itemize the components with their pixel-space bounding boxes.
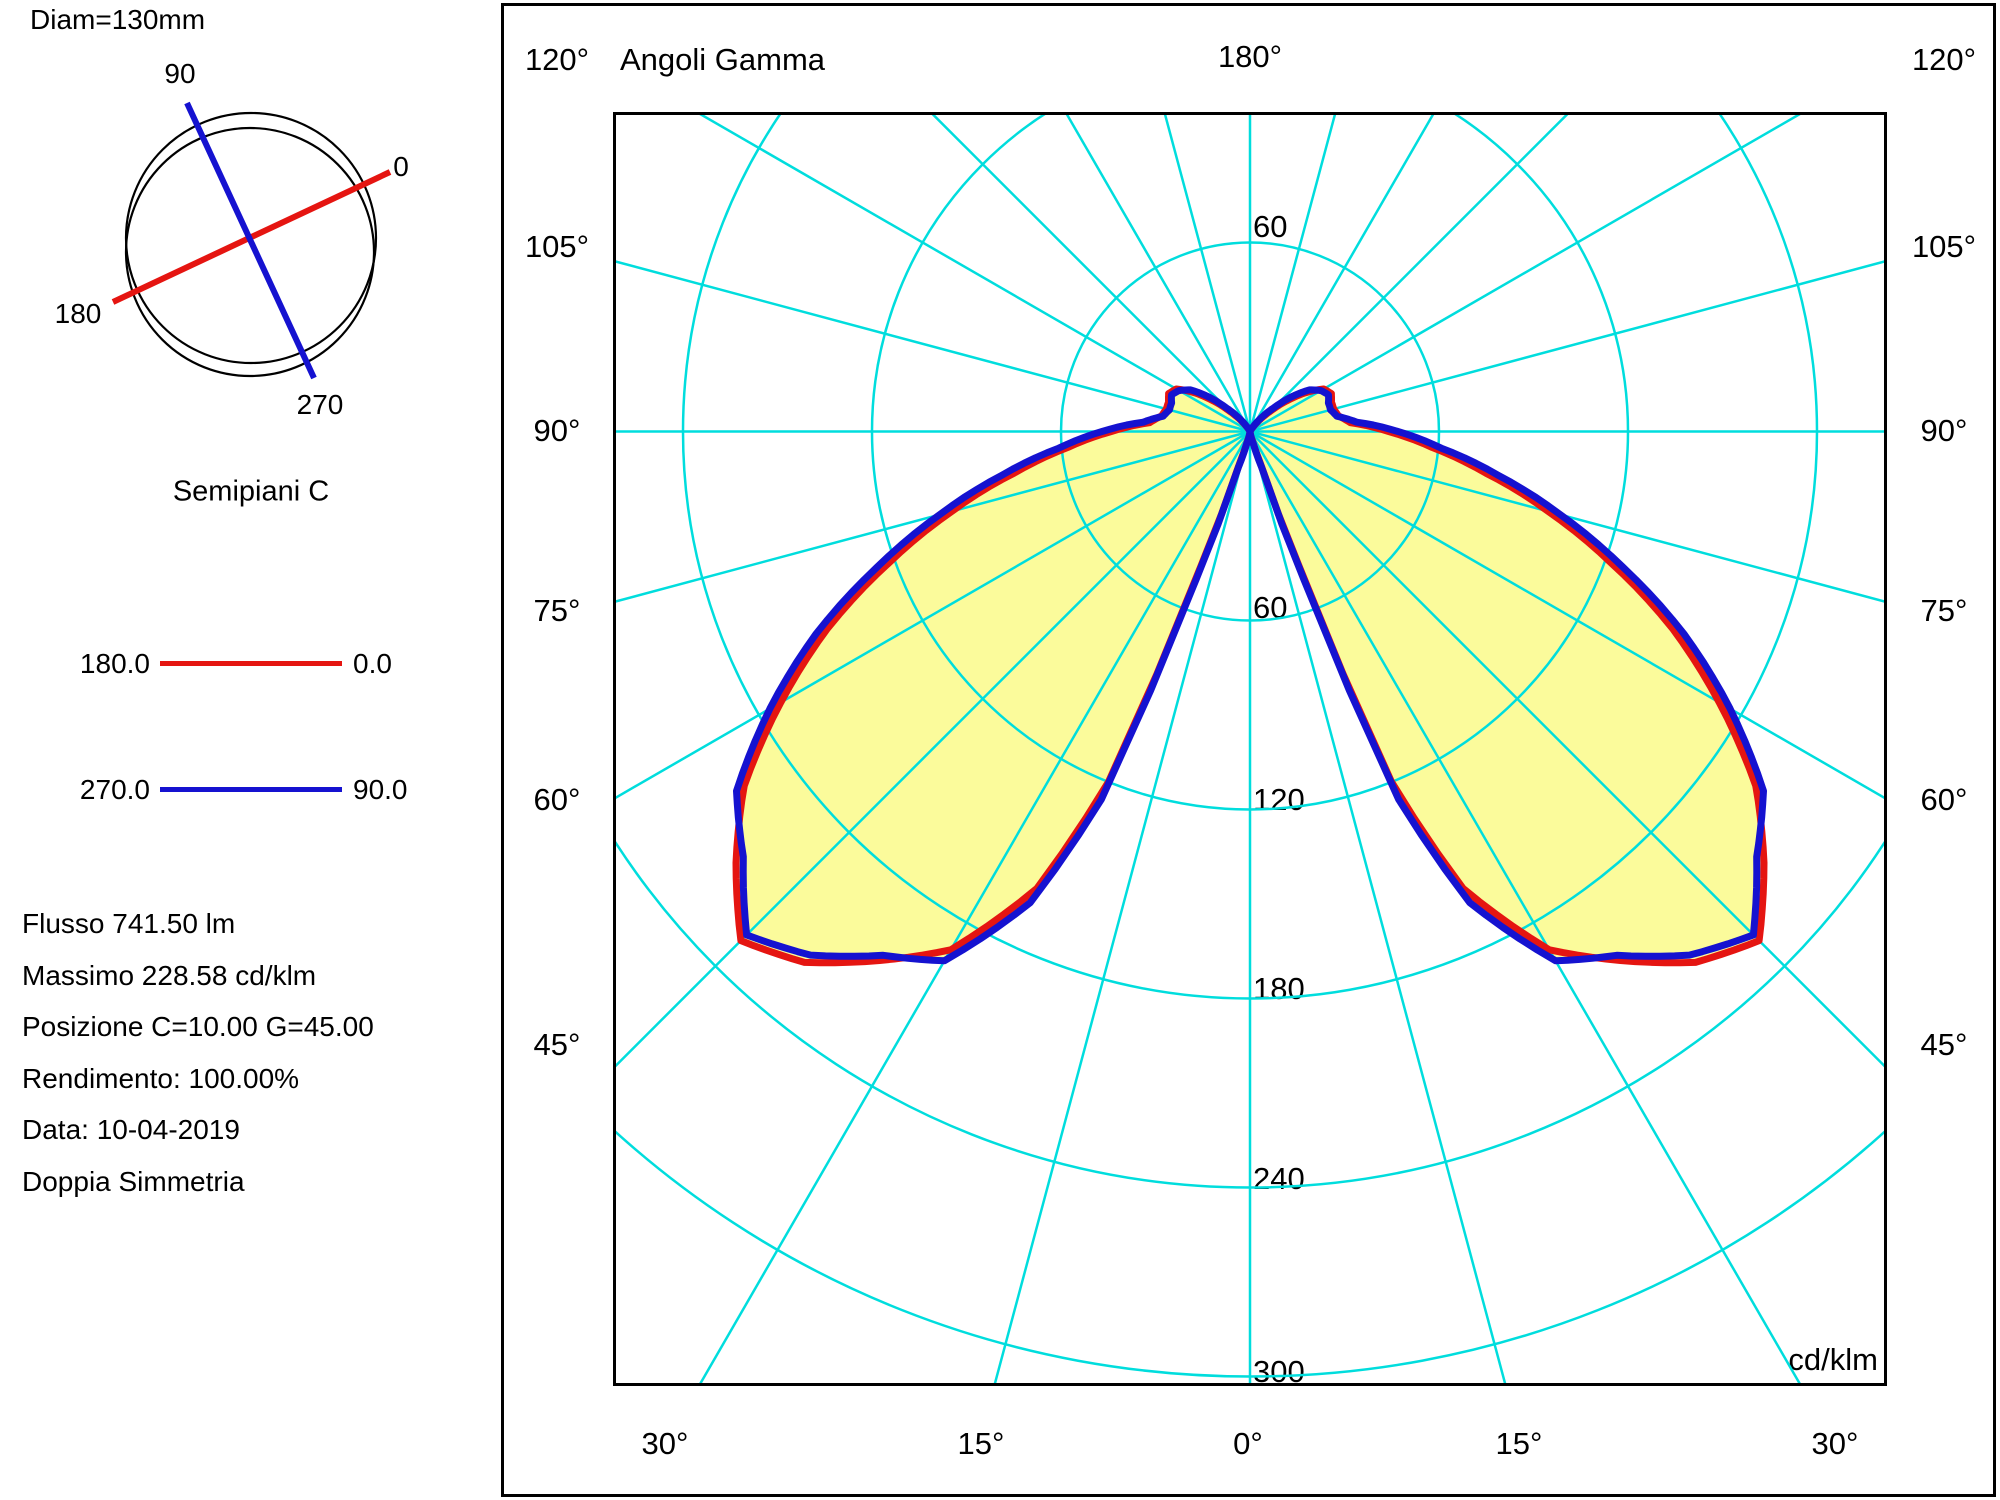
diameter-label: Diam=130mm [30,4,206,35]
chart-title: Angoli Gamma [620,42,826,77]
plane-angle-180-label: 180 [54,298,102,329]
intensity-fill-1 [736,389,1764,961]
plot-border [613,112,1887,1386]
grid-ray-210 [1064,112,1252,433]
max-text: Massimo 228.58 cd/klm [22,960,317,991]
grid-ray-255 [613,259,1251,433]
gamma-bottom-30R: 30° [1811,1426,1859,1461]
grid-ray-135 [1249,112,1572,433]
gamma-right-105: 105° [1911,229,1977,264]
grid-ray-300 [613,430,1251,801]
grid-ray-330 [697,430,1252,1386]
grid-ray-150 [1248,112,1436,433]
radial-tick-60-top: 60 [1253,209,1288,244]
legend-row2-right-label: 90.0 [353,774,408,805]
grid-ray-60 [1249,430,1887,801]
grid-ray-30 [1248,430,1803,1386]
gamma-left-105: 105° [524,229,590,264]
plane-angle-270-label: 270 [296,389,344,420]
efficiency-text: Rendimento: 100.00% [22,1063,300,1094]
c90-270-plane-line [184,101,317,380]
luminaire-rim-circle [124,126,376,378]
gamma-right-75: 75° [1920,593,1968,628]
gamma-right-90: 90° [1920,413,1968,448]
grid-ray-120 [1249,112,1806,433]
grid-ray-285 [613,430,1251,604]
radial-tick-240: 240 [1253,1161,1305,1196]
curve-c90-270 [733,386,1767,965]
gamma-left-45: 45° [533,1027,581,1062]
legend-row2-left-label: 270.0 [79,774,150,805]
grid-ray-15 [1248,431,1508,1386]
legend-red-line [160,661,342,666]
gamma-right-60: 60° [1920,782,1968,817]
legend-row1-right-label: 0.0 [353,648,392,679]
legend-blue-line [160,787,342,792]
luminaire-view-diagram [111,101,392,380]
gamma-left-90: 90° [533,413,581,448]
gamma-180-top-label: 180° [1217,39,1283,74]
gamma-left-120: 120° [524,42,590,77]
gamma-left-60: 60° [533,782,581,817]
flux-text: Flusso 741.50 lm [22,908,236,939]
gamma-left-75: 75° [533,593,581,628]
grid-ray-105 [1249,259,1887,433]
grid-ray-45 [1249,430,1887,1071]
grid-ray-240 [694,112,1251,433]
symmetry-text: Doppia Simmetria [22,1166,245,1197]
gamma-right-45: 45° [1920,1027,1968,1062]
position-text: Posizione C=10.00 G=45.00 [22,1011,374,1042]
radial-tick-120: 120 [1253,782,1305,817]
outer-frame [501,3,1996,1497]
date-text: Data: 10-04-2019 [22,1114,240,1145]
grid-ray-165 [1248,112,1337,432]
gamma-bottom-15L: 15° [957,1426,1005,1461]
grid-ray-75 [1249,430,1887,604]
legend-row1-left-label: 180.0 [79,648,150,679]
gamma-bottom-0: 0° [1233,1426,1263,1461]
grid-ray-315 [613,430,1251,1071]
gamma-bottom-15R: 15° [1495,1426,1543,1461]
grid-ray-195 [1163,112,1252,432]
polar-photometric-plot [613,112,1887,1386]
gamma-bottom-30L: 30° [641,1426,689,1461]
unit-label: cd/klm [1788,1342,1878,1377]
plane-angle-0-label: 0 [393,151,409,182]
grid-ray-225 [928,112,1251,433]
radial-tick-180: 180 [1253,971,1305,1006]
grid-ray-345 [992,431,1252,1386]
semipiani-title: Semipiani C [172,475,330,508]
gamma-right-120: 120° [1911,42,1977,77]
plane-angle-90-label: 90 [164,58,196,89]
